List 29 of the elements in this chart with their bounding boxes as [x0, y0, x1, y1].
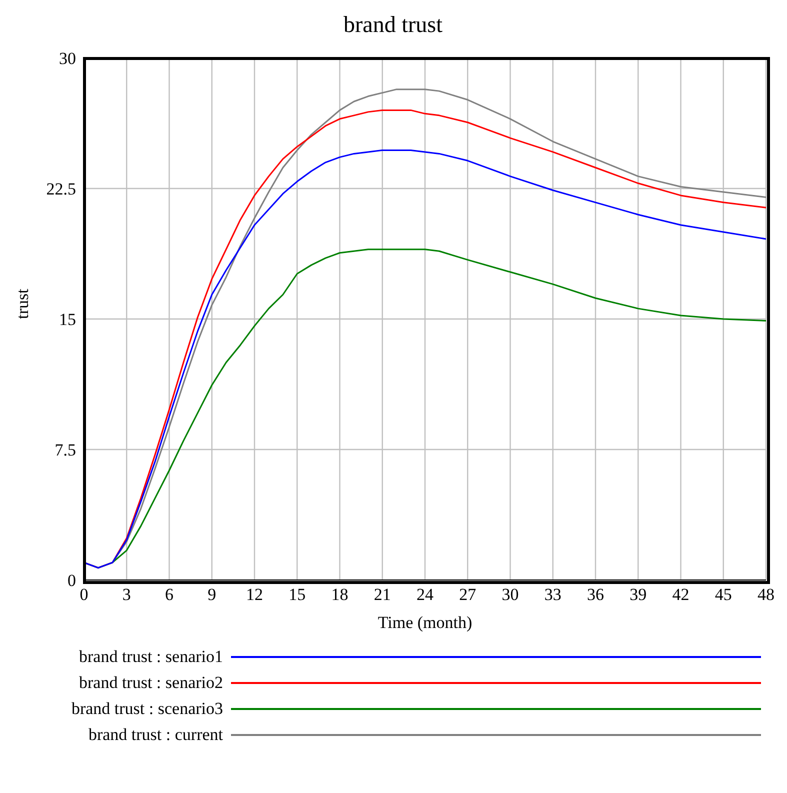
x-tick-label: 24: [416, 585, 434, 604]
y-tick-label: 15: [59, 310, 76, 330]
x-tick-label: 3: [122, 585, 131, 604]
x-tick-label: 21: [374, 585, 391, 604]
y-axis-title: trust: [13, 288, 32, 319]
x-tick-label: 18: [331, 585, 348, 604]
x-tick-label: 15: [288, 585, 306, 604]
x-tick-label: 27: [459, 585, 477, 604]
legend-label: brand trust : scenario3: [70, 699, 224, 719]
x-tick-label: 0: [80, 585, 88, 604]
x-tick-label: 12: [246, 585, 263, 604]
x-tick-label: 30: [502, 585, 519, 604]
legend-label: brand trust : senario2: [78, 673, 224, 693]
x-tick-label: 6: [165, 585, 174, 604]
legend-label: brand trust : senario1: [78, 647, 224, 667]
x-tick-label: 9: [208, 585, 216, 604]
y-tick-label: 22.5: [46, 180, 76, 199]
x-tick-label: 42: [672, 585, 690, 604]
y-tick-label: 0: [68, 571, 76, 590]
x-tick-label: 36: [587, 585, 604, 604]
chart-title: brand trust: [342, 11, 444, 39]
y-tick-label: 7.5: [54, 440, 76, 460]
legend-label: brand trust : current: [87, 725, 224, 745]
x-tick-label: 45: [714, 585, 732, 604]
x-axis-title: Time (month): [378, 613, 472, 632]
y-tick-label: 30: [59, 49, 76, 68]
x-tick-label: 33: [544, 585, 562, 604]
x-tick-label: 48: [758, 585, 774, 604]
x-tick-label: 39: [630, 585, 647, 604]
